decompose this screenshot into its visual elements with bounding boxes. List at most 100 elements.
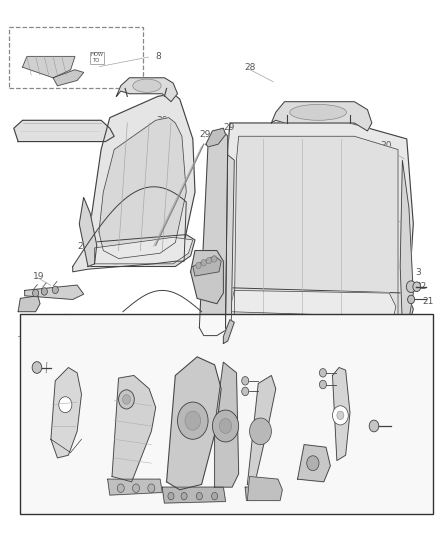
Text: 1: 1 [389,212,394,221]
Text: 8: 8 [155,52,161,61]
Circle shape [133,484,140,492]
Polygon shape [191,251,223,304]
Circle shape [117,484,124,492]
Circle shape [408,295,415,304]
Circle shape [196,492,202,500]
Circle shape [212,256,217,262]
Circle shape [307,456,319,471]
Text: 2: 2 [404,231,410,240]
Circle shape [369,420,379,432]
Text: 6: 6 [190,342,196,351]
Polygon shape [117,78,177,102]
Text: 23: 23 [120,385,131,394]
Text: 17: 17 [51,343,62,352]
Text: 28: 28 [245,63,256,71]
Text: 21: 21 [422,296,433,305]
Text: 20: 20 [335,369,346,378]
Circle shape [201,260,206,266]
Polygon shape [226,123,413,336]
Text: 30: 30 [156,116,168,125]
Text: 25: 25 [229,332,240,341]
Polygon shape [53,70,84,86]
Text: 24: 24 [281,360,292,369]
Text: 12: 12 [323,431,335,440]
Polygon shape [95,237,193,264]
Text: 29: 29 [223,123,234,132]
Bar [20,314,433,514]
Circle shape [319,380,326,389]
Circle shape [206,257,212,264]
Circle shape [185,411,201,430]
Text: 2: 2 [167,221,173,230]
Polygon shape [247,477,283,500]
Polygon shape [112,375,155,482]
Polygon shape [22,56,75,78]
Ellipse shape [117,338,155,358]
Text: 5: 5 [179,332,185,341]
Ellipse shape [290,104,346,120]
Text: 7: 7 [124,352,130,361]
Polygon shape [88,94,195,264]
Ellipse shape [133,79,161,92]
Circle shape [52,286,58,294]
Circle shape [413,282,421,292]
Text: 11: 11 [363,380,374,389]
Polygon shape [226,155,234,328]
Polygon shape [25,285,84,300]
Polygon shape [99,118,186,259]
Polygon shape [234,136,398,330]
Text: 15: 15 [215,130,227,139]
Ellipse shape [122,340,150,353]
Text: 16: 16 [387,416,399,425]
Polygon shape [166,357,221,490]
Polygon shape [14,120,114,142]
Text: HOW
TO: HOW TO [90,52,103,63]
Polygon shape [215,362,239,487]
Circle shape [32,289,39,297]
Polygon shape [247,375,276,487]
Circle shape [119,390,134,409]
Circle shape [250,418,272,445]
Polygon shape [230,290,396,317]
Circle shape [212,492,218,500]
Polygon shape [332,368,350,461]
Text: 14: 14 [124,321,135,330]
Circle shape [177,402,208,439]
Polygon shape [162,487,226,503]
Text: 22: 22 [415,282,426,291]
Polygon shape [297,445,330,482]
Polygon shape [88,235,195,266]
Text: 9: 9 [28,298,33,307]
Circle shape [59,397,72,413]
Polygon shape [400,160,413,325]
Polygon shape [199,128,228,336]
Text: 29: 29 [199,130,211,139]
Polygon shape [223,320,234,344]
Polygon shape [51,368,81,458]
Text: 19: 19 [33,272,45,280]
Polygon shape [79,197,97,266]
Circle shape [242,387,249,395]
Circle shape [242,376,249,385]
Polygon shape [206,128,226,147]
Circle shape [196,262,201,269]
Text: 26: 26 [77,242,88,251]
Bar [10,27,143,88]
Text: 1: 1 [172,205,177,214]
Circle shape [181,492,187,500]
Circle shape [406,281,416,293]
Text: 10: 10 [98,375,109,384]
Text: 30: 30 [380,141,392,150]
Polygon shape [18,296,40,312]
Polygon shape [245,487,279,500]
Text: 3: 3 [415,269,420,277]
Text: 18: 18 [240,442,252,451]
Polygon shape [73,187,186,272]
Circle shape [168,492,174,500]
Text: 4: 4 [408,286,414,295]
Circle shape [123,394,131,404]
Text: 13: 13 [142,383,154,392]
Polygon shape [193,256,221,276]
Circle shape [319,368,326,377]
Polygon shape [108,479,162,495]
